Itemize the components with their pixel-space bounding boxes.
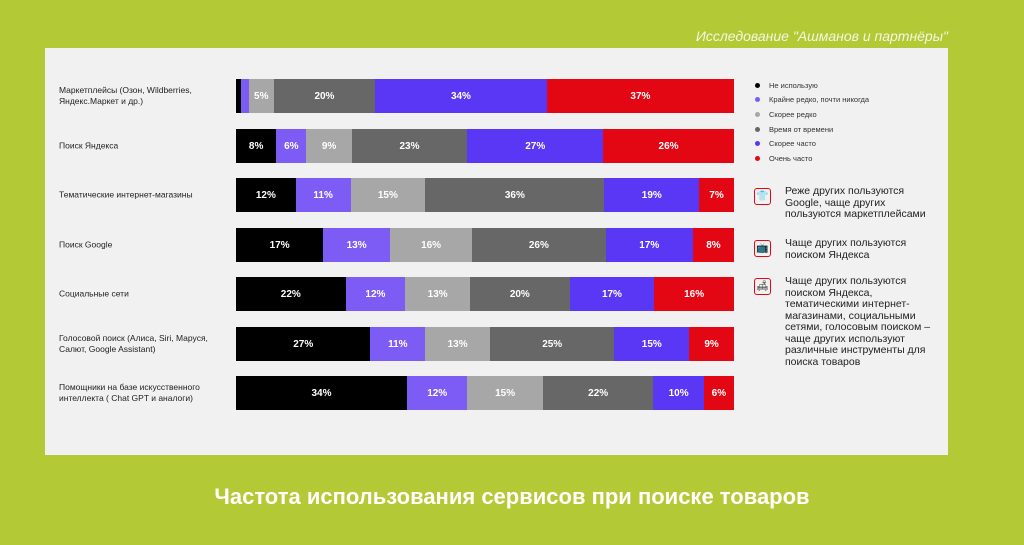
legend-dot-icon: [755, 155, 760, 161]
legend-dot-icon: [755, 126, 760, 132]
bar-segment: 15%: [614, 327, 690, 361]
insight-note: 🛋 Чаще других пользуются поиском Яндекса,…: [754, 275, 935, 368]
bar-segment: 8%: [236, 129, 277, 163]
stacked-bar: 34% 12% 15% 22% 10% 6%: [236, 376, 734, 410]
insight-text: Чаще других пользуются поиском Яндекса, …: [785, 275, 931, 368]
insight-note: 📺 Чаще других пользуются поиском Яндекса: [754, 237, 935, 261]
bar-segment: 17%: [236, 228, 324, 262]
bar-segment: 5%: [248, 79, 274, 113]
legend-item: Скорее часто: [755, 136, 869, 151]
bar-segment: 34%: [236, 376, 408, 410]
bar-segment: 20%: [273, 79, 375, 113]
stacked-bar: 5% 20% 34% 37%: [236, 79, 734, 113]
bar-segment: 36%: [425, 178, 605, 212]
insight-text: Реже других пользуются Google, чаще друг…: [785, 185, 926, 220]
chart-panel: Маркетплейсы (Озон, Wildberries, Яндекс.…: [45, 48, 948, 455]
bar-segment: 13%: [323, 228, 390, 262]
armchair-icon: 🛋: [754, 278, 771, 295]
bar-segment: 9%: [689, 327, 734, 361]
page-title: Частота использования сервисов при поиск…: [214, 484, 810, 509]
legend-item: Очень часто: [755, 151, 869, 166]
bar-segment: 9%: [306, 129, 352, 163]
stacked-bar: 8% 6% 9% 23% 27% 26%: [236, 129, 734, 163]
bar-segment: 17%: [605, 228, 693, 262]
legend-label: Скорее часто: [769, 139, 816, 149]
stacked-bar: 12% 11% 15% 36% 19% 7%: [236, 178, 734, 212]
category-label: Тематические интернет-магазины: [59, 189, 193, 200]
bar-segment: 25%: [489, 327, 615, 361]
bar-segment: 22%: [542, 376, 654, 410]
source-caption: Исследование "Ашманов и партнёры": [695, 28, 948, 44]
category-label: Маркетплейсы (Озон, Wildberries, Яндекс.…: [59, 85, 192, 106]
bar-segment: 22%: [236, 277, 346, 311]
bar-segment: 12%: [407, 376, 468, 410]
legend-item: Время от времени: [755, 122, 869, 137]
stacked-bar: 17% 13% 16% 26% 17% 8%: [236, 228, 734, 262]
legend-item: Скорее редко: [755, 107, 869, 122]
legend-label: Крайне редко, почти никогда: [769, 95, 870, 105]
bar-segment: 12%: [345, 277, 406, 311]
legend: Не использую Крайне редко, почти никогда С…: [755, 78, 869, 166]
category-label: Поиск Яндекса: [59, 140, 119, 151]
bar-segment: 12%: [236, 178, 296, 212]
bar-segment: 19%: [604, 178, 700, 212]
bar-segment: 8%: [692, 228, 734, 262]
bar-segment: 10%: [653, 376, 704, 410]
bar-segment: [241, 79, 249, 113]
category-label: Помощники на базе искусственного интелле…: [59, 382, 200, 403]
bar-segment: 13%: [425, 327, 490, 361]
bar-segment: 16%: [654, 277, 734, 311]
bar-segment: 6%: [703, 376, 734, 410]
bar-segment: 37%: [546, 79, 734, 113]
bar-segment: 20%: [470, 277, 570, 311]
bar-segment: 7%: [699, 178, 734, 212]
category-label: Голосовой поиск (Алиса, Siri, Маруся, Са…: [59, 333, 208, 354]
bar-segment: 27%: [467, 129, 604, 163]
bar-segment: 6%: [276, 129, 307, 163]
stacked-bar: 22% 12% 13% 20% 17% 16%: [236, 277, 734, 311]
legend-dot-icon: [755, 111, 760, 117]
insight-text: Чаще других пользуются поиском Яндекса: [785, 237, 907, 261]
legend-dot-icon: [755, 97, 760, 103]
legend-label: Очень часто: [769, 153, 813, 163]
legend-item: Крайне редко, почти никогда: [755, 93, 869, 108]
shirt-icon: 👕: [754, 188, 771, 205]
bar-segment: 23%: [351, 129, 468, 163]
legend-item: Не использую: [755, 78, 869, 93]
stacked-bar: 27% 11% 13% 25% 15% 9%: [236, 327, 734, 361]
bar-segment: [236, 79, 242, 113]
legend-dot-icon: [755, 82, 760, 88]
legend-dot-icon: [755, 141, 760, 147]
legend-label: Время от времени: [769, 124, 834, 134]
category-label: Социальные сети: [59, 288, 129, 299]
legend-label: Скорее редко: [769, 109, 817, 119]
bar-segment: 26%: [603, 129, 734, 163]
legend-label: Не использую: [769, 80, 818, 90]
bar-segment: 11%: [295, 178, 351, 212]
tv-icon: 📺: [754, 240, 771, 257]
bar-segment: 15%: [467, 376, 543, 410]
bar-segment: 16%: [390, 228, 473, 262]
bar-segment: 11%: [370, 327, 426, 361]
bar-segment: 26%: [472, 228, 606, 262]
bar-segment: 15%: [350, 178, 426, 212]
bar-segment: 34%: [375, 79, 547, 113]
insight-note: 👕 Реже других пользуются Google, чаще дру…: [754, 185, 935, 221]
category-label: Поиск Google: [59, 239, 113, 250]
bar-segment: 13%: [405, 277, 471, 311]
bar-segment: 17%: [569, 277, 655, 311]
bar-segment: 27%: [236, 327, 371, 361]
